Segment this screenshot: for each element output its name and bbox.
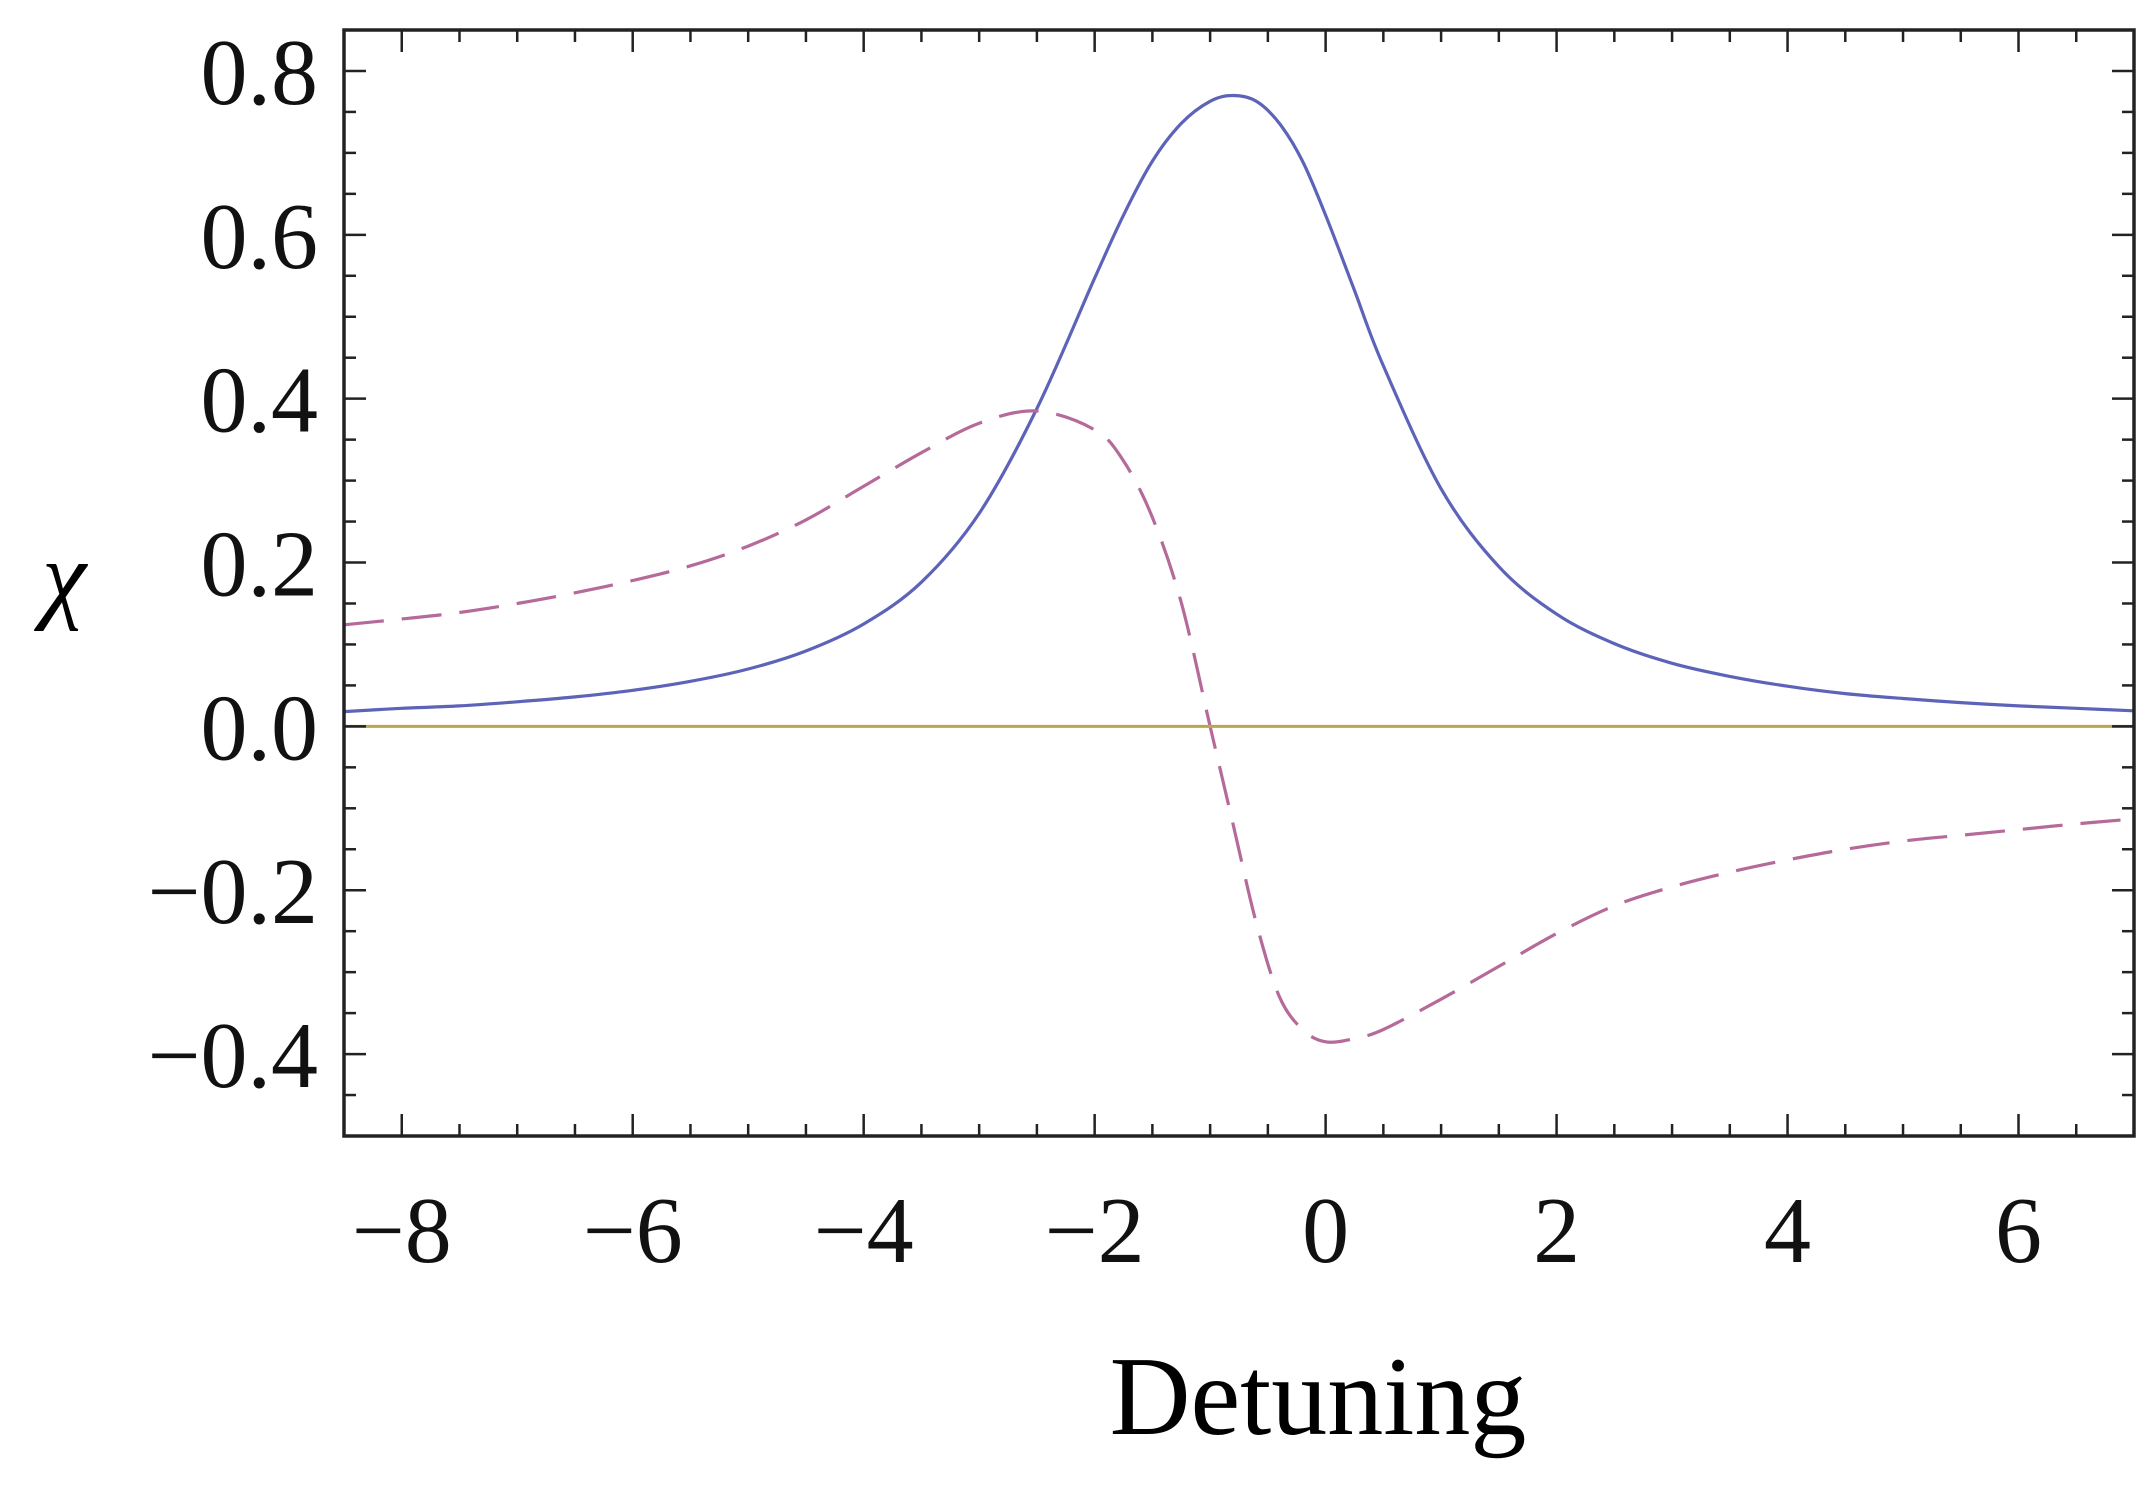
- tick-layer: [342, 28, 2136, 1138]
- x-tick-label: 2: [1533, 1179, 1580, 1283]
- x-tick-label: −2: [1045, 1179, 1145, 1283]
- y-tick-label: 0.2: [201, 513, 319, 617]
- y-tick-labels: −0.4 −0.2 0.0 0.2 0.4 0.6 0.8: [147, 21, 318, 1108]
- x-tick-label: 0: [1302, 1179, 1349, 1283]
- plot-frame: [342, 28, 2136, 1138]
- series-line-1: [343, 93, 2135, 714]
- series-layer: [343, 93, 2135, 1044]
- y-tick-label: −0.4: [147, 1004, 318, 1108]
- x-tick-label: −6: [583, 1179, 683, 1283]
- x-tick-label: 6: [1995, 1179, 2042, 1283]
- y-axis-label: χ: [33, 521, 89, 632]
- x-tick-labels: −8 −6 −4 −2 0 2 4 6: [352, 1179, 2042, 1283]
- x-tick-label: −8: [352, 1179, 452, 1283]
- y-tick-label: 0.6: [201, 185, 319, 289]
- y-tick-label: −0.2: [147, 840, 318, 944]
- series-line-2: [343, 409, 2135, 1044]
- y-tick-label: 0.4: [201, 349, 319, 453]
- y-tick-label: 0.8: [201, 21, 319, 125]
- x-tick-label: −4: [814, 1179, 914, 1283]
- y-tick-label: 0.0: [201, 676, 319, 780]
- x-tick-label: 4: [1764, 1179, 1811, 1283]
- x-axis-label: Detuning: [1110, 1335, 1527, 1459]
